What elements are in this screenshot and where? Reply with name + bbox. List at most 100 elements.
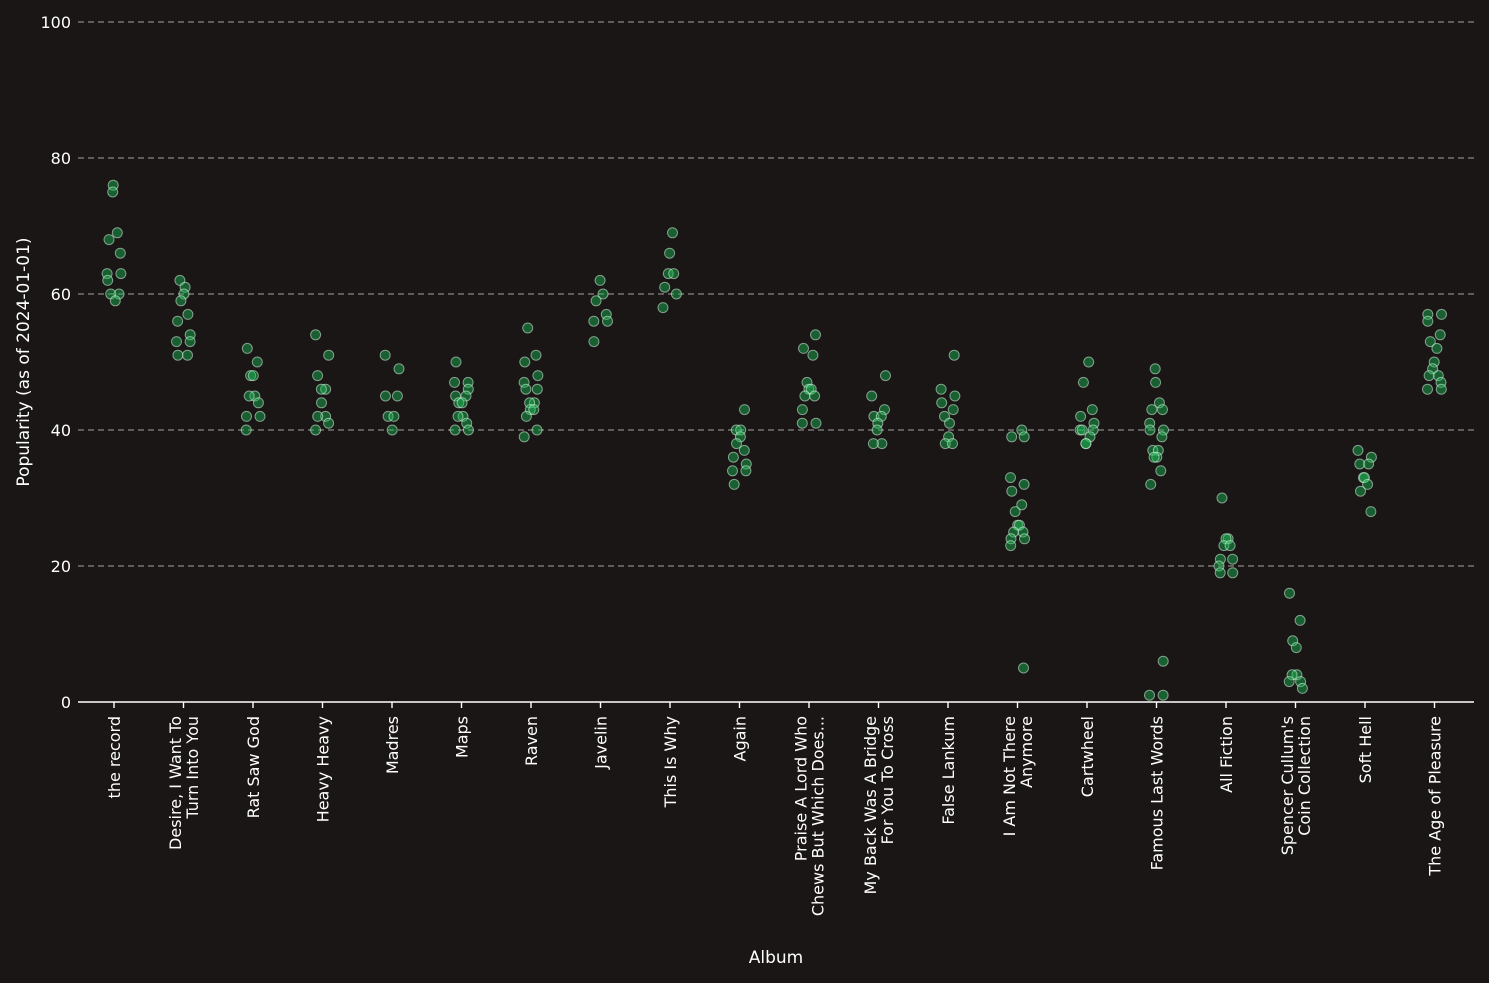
data-point: [947, 404, 959, 416]
data-point: [936, 397, 948, 409]
data-point: [1150, 376, 1162, 388]
data-point: [1077, 376, 1089, 388]
y-tick-label: 40: [51, 421, 71, 440]
x-tick-label: Soft Hell: [1356, 716, 1375, 783]
data-point: [1218, 540, 1230, 552]
data-point: [1295, 676, 1307, 688]
x-tick-label: Famous Last Words: [1148, 716, 1167, 870]
data-point: [1017, 526, 1029, 538]
data-point: [739, 404, 750, 416]
x-axis-title: Album: [749, 948, 803, 968]
data-point: [1422, 315, 1434, 327]
data-point: [1363, 458, 1375, 470]
data-point: [935, 383, 947, 395]
data-point: [727, 465, 738, 477]
data-point: [102, 274, 114, 286]
data-point: [1227, 567, 1239, 579]
data-point: [1435, 383, 1447, 395]
data-point: [1006, 485, 1018, 497]
data-point: [532, 370, 544, 382]
data-point: [391, 390, 403, 402]
data-point: [462, 424, 474, 436]
x-axis-ticks: the record Desire, I Want ToTurn Into You…: [105, 702, 1445, 916]
y-axis-title: Popularity (as of 2024-01-01): [14, 237, 34, 486]
data-point: [1080, 438, 1092, 450]
data-point: [251, 356, 263, 368]
data-point: [528, 404, 540, 416]
data-point: [1016, 499, 1028, 511]
data-point: [1422, 383, 1433, 395]
data-point: [178, 288, 190, 300]
data-point: [519, 356, 531, 368]
data-point: [1431, 342, 1443, 354]
data-point: [867, 438, 879, 450]
data-point: [240, 424, 252, 436]
data-point: [1424, 336, 1436, 348]
data-point: [1018, 478, 1030, 490]
data-point: [393, 363, 405, 375]
data-point: [1227, 553, 1239, 565]
data-point: [875, 410, 887, 422]
data-point: [382, 410, 394, 422]
data-point: [172, 315, 184, 327]
y-tick-label: 20: [51, 557, 71, 576]
data-point: [796, 404, 808, 416]
data-point: [380, 390, 391, 402]
data-point: [312, 370, 324, 382]
data-point: [518, 376, 530, 388]
x-tick-label: My Back Was A BridgeFor You To Cross: [861, 716, 897, 895]
data-point: [456, 397, 468, 409]
data-point: [449, 376, 460, 388]
data-point: [115, 268, 127, 280]
x-tick-label: This Is Why: [661, 716, 680, 808]
data-point: [810, 329, 821, 341]
data-point: [1156, 431, 1168, 443]
data-point: [254, 410, 266, 422]
data-point: [1423, 370, 1435, 382]
x-tick-label: All Fiction: [1217, 716, 1236, 793]
data-point: [247, 370, 259, 382]
data-point: [379, 349, 391, 361]
data-point: [171, 336, 182, 348]
data-point: [1214, 553, 1226, 565]
data-point: [670, 288, 682, 300]
y-tick-label: 0: [61, 693, 71, 712]
data-point: [1083, 356, 1095, 368]
data-point: [602, 315, 613, 327]
data-point: [796, 417, 808, 429]
data-point: [1146, 404, 1158, 416]
data-point: [1213, 560, 1225, 572]
data-point: [1075, 410, 1087, 422]
data-point: [1153, 397, 1165, 409]
data-point: [949, 390, 961, 402]
x-tick-label: Maps: [453, 716, 472, 758]
data-point: [182, 308, 194, 320]
data-point: [1434, 329, 1446, 341]
x-tick-label: I Am Not ThereAnymore: [1000, 716, 1036, 836]
data-point: [449, 424, 461, 436]
data-point: [1294, 614, 1306, 626]
data-point: [728, 478, 740, 490]
data-point: [1436, 308, 1447, 320]
data-point: [798, 342, 809, 354]
data-point: [1158, 424, 1169, 436]
data-point: [1087, 424, 1099, 436]
data-point: [315, 383, 327, 395]
data-point: [320, 383, 332, 395]
data-point: [323, 349, 335, 361]
data-point: [1151, 451, 1163, 463]
data-point: [1286, 669, 1298, 681]
data-point: [530, 349, 542, 361]
data-point: [1214, 567, 1226, 579]
data-point: [1145, 478, 1157, 490]
x-tick-label: Again: [731, 716, 750, 762]
y-tick-label: 80: [51, 149, 71, 168]
data-point: [111, 227, 123, 239]
data-point: [1076, 424, 1088, 436]
data-point: [1157, 655, 1169, 667]
x-tick-label: Praise A Lord WhoChews But Which Does...: [792, 716, 828, 916]
data-point: [880, 370, 891, 382]
data-point: [1008, 526, 1020, 538]
data-point: [1006, 431, 1018, 443]
